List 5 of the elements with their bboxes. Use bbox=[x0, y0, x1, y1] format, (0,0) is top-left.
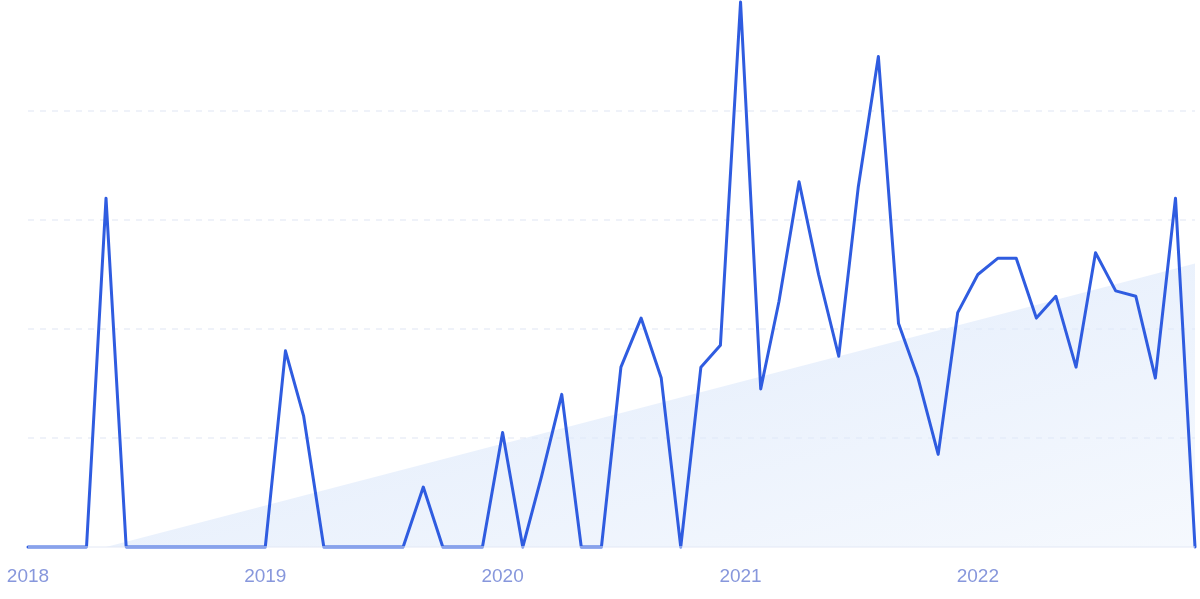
x-tick-label: 2018 bbox=[6, 565, 50, 586]
x-tick-label: 2021 bbox=[719, 565, 762, 586]
x-tick-label: 2020 bbox=[481, 565, 524, 586]
x-tick-label: 2019 bbox=[244, 565, 287, 586]
x-tick-label: 2022 bbox=[956, 565, 999, 586]
